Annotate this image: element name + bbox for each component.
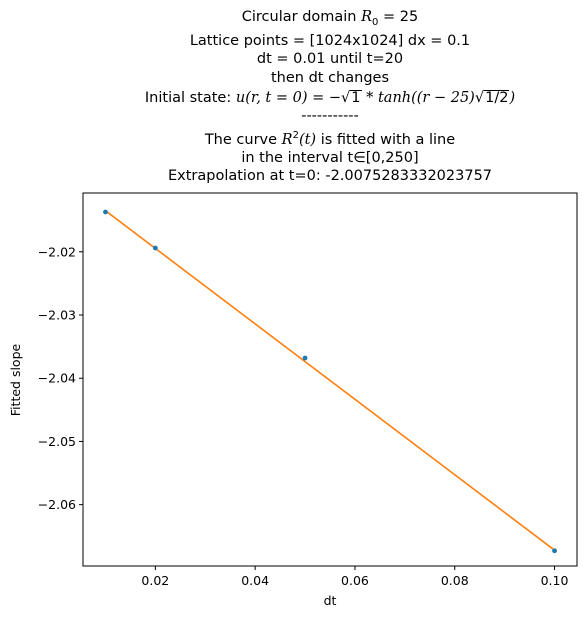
title-line-4: then dt changes <box>270 69 389 86</box>
y-tick-label: −2.05 <box>38 434 76 449</box>
plot-marks <box>103 209 557 554</box>
data-point <box>152 245 158 251</box>
y-axis-label: Fitted slope <box>8 343 23 416</box>
title-line-7: The curve R2(t) is fitted with a line <box>204 130 456 148</box>
y-tick-label: −2.04 <box>38 371 76 386</box>
y-axis-ticks: −2.02 −2.03 −2.04 −2.05 −2.06 <box>38 244 83 512</box>
x-tick-label: 0.08 <box>441 573 469 588</box>
x-tick-label: 0.10 <box>541 573 569 588</box>
title-line-2: Lattice points = [1024x1024] dx = 0.1 <box>189 33 471 50</box>
chart-title: Circular domain R0 = 25 Lattice points =… <box>40 8 587 186</box>
fit-line <box>104 210 556 551</box>
data-point <box>552 548 557 554</box>
title-line-9: Extrapolation at t=0: -2.007528333202375… <box>167 168 493 185</box>
y-tick-label: −2.06 <box>38 497 76 512</box>
x-axis-ticks: 0.02 0.04 0.06 0.08 0.10 <box>141 566 569 588</box>
y-tick-label: −2.03 <box>38 308 76 323</box>
x-tick-label: 0.04 <box>241 573 269 588</box>
title-line-5: Initial state: u(r, t = 0) = −√1 * tanh(… <box>144 89 516 106</box>
data-point <box>302 355 308 361</box>
title-line-3: dt = 0.01 until t=20 <box>256 51 404 68</box>
data-point <box>103 209 108 215</box>
axes-frame <box>82 192 578 567</box>
x-axis-label: dt <box>324 593 337 608</box>
x-tick-label: 0.02 <box>141 573 169 588</box>
y-tick-label: −2.02 <box>38 244 76 259</box>
title-line-1: Circular domain R0 = 25 <box>241 9 419 28</box>
x-tick-label: 0.06 <box>341 573 369 588</box>
title-line-6: ----------- <box>301 107 359 124</box>
title-line-8: in the interval t∈[0,250] <box>241 150 419 167</box>
